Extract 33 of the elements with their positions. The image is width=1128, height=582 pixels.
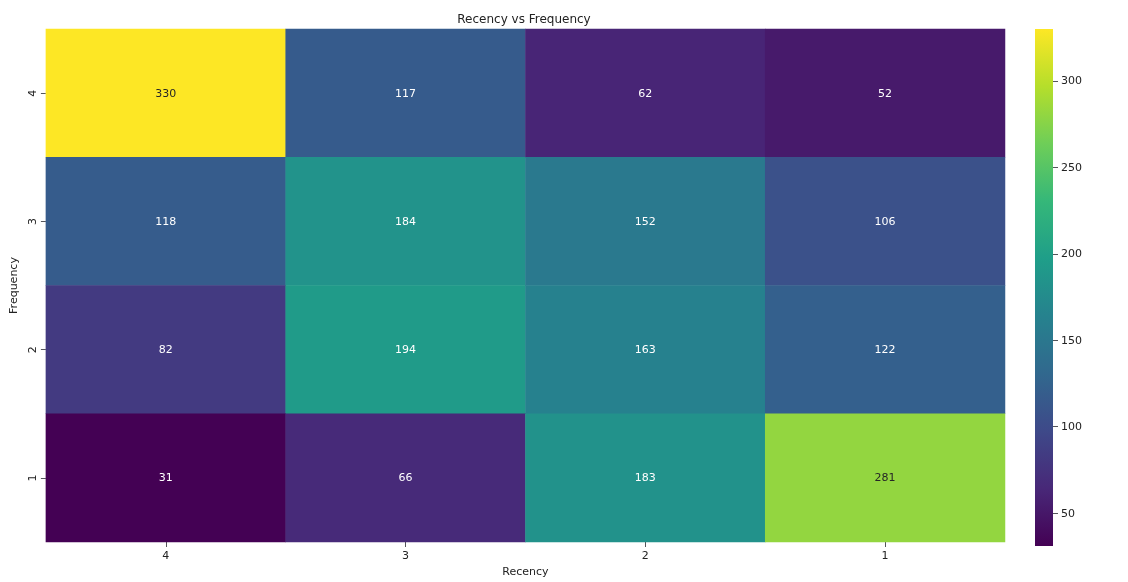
y-axis-title: Frequency [7, 256, 20, 314]
chart-title: Recency vs Frequency [457, 12, 591, 26]
data-label: 31 [158, 471, 173, 485]
x-tick-label: 3 [402, 549, 410, 562]
data-label: 184 [395, 214, 417, 228]
data-label: 62 [638, 86, 653, 100]
data-label: 281 [874, 471, 896, 485]
data-label: 117 [395, 86, 417, 100]
data-label: 82 [158, 343, 173, 357]
x-tick-label: 2 [641, 549, 649, 562]
x-tick-label: 1 [881, 549, 889, 562]
data-label: 106 [874, 214, 896, 228]
data-label: 183 [634, 471, 656, 485]
y-tick-label: 1 [25, 474, 39, 482]
x-tick-label: 4 [162, 549, 170, 562]
data-label: 163 [634, 343, 656, 357]
color-bar-label: 100 [1061, 420, 1082, 434]
color-bar-label: 250 [1061, 160, 1082, 174]
data-label: 66 [398, 471, 413, 485]
color-bar-label: 150 [1061, 333, 1082, 347]
y-tick-label: 4 [25, 89, 39, 97]
x-axis-title: Recency [502, 565, 550, 578]
y-tick-label: 2 [25, 346, 39, 354]
data-label: 122 [874, 343, 896, 357]
color-bar-label: 200 [1061, 247, 1082, 261]
data-label: 194 [395, 343, 417, 357]
data-label: 118 [155, 214, 177, 228]
data-label: 52 [878, 86, 893, 100]
y-tick-label: 3 [25, 217, 39, 225]
color-bar-label: 50 [1061, 506, 1075, 520]
data-label: 152 [634, 214, 656, 228]
color-bar-label: 300 [1061, 74, 1082, 88]
data-label: 330 [155, 86, 177, 100]
